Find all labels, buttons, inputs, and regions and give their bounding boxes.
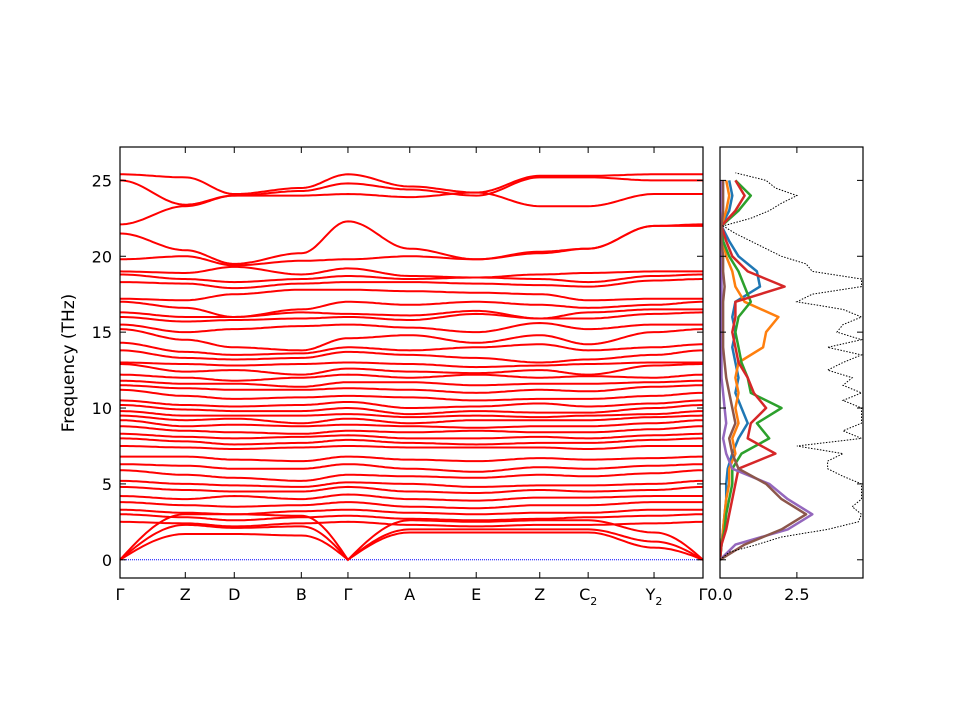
partial-dos-2 xyxy=(720,179,783,560)
dos-plot-frame xyxy=(719,146,864,579)
x-tick-label: Y2 xyxy=(645,585,663,608)
phonon-band-11 xyxy=(120,311,703,323)
partial-dos-4 xyxy=(720,180,814,561)
x-tick-label: B xyxy=(296,585,307,604)
x-tick-label: E xyxy=(471,585,481,604)
phonon-band-21 xyxy=(119,388,703,402)
phonon-band-25 xyxy=(120,414,703,425)
band-plot-frame xyxy=(119,146,704,579)
phonon-band-16 xyxy=(120,361,703,369)
phonon-band-43 xyxy=(119,531,704,562)
phonon-band-39 xyxy=(120,513,703,522)
x-tick-label: C2 xyxy=(579,585,597,608)
phonon-band-13 xyxy=(119,328,703,352)
phonon-band-23 xyxy=(120,404,703,416)
dos-plot: 0.0 2.5 xyxy=(707,146,864,604)
dos-curves xyxy=(720,172,863,561)
phonon-band-19 xyxy=(120,379,703,388)
phonon-band-35 xyxy=(119,485,704,494)
dos-x-tick-label: 2.5 xyxy=(784,585,809,604)
x-tick-label: Γ xyxy=(116,585,125,604)
phonon-band-37 xyxy=(120,501,703,510)
phonon-band-40 xyxy=(119,520,704,528)
x-tick-label: Γ xyxy=(343,585,352,604)
x-tick-label: A xyxy=(404,585,415,604)
y-tick-label: 20 xyxy=(92,247,112,266)
y-tick-label: 25 xyxy=(92,171,112,190)
phonon-band-42 xyxy=(119,523,704,562)
y-axis-label: Frequency (THz) xyxy=(59,294,79,433)
dos-x-tick-label: 0.0 xyxy=(707,585,732,604)
phonon-band-17 xyxy=(119,363,703,376)
y-tick-label: 15 xyxy=(92,323,112,342)
band-structure-plot: 0 5 10 15 20 25 Γ Z D B Γ A E Z C2 Y2 Γ xyxy=(92,146,708,608)
phonon-band-15 xyxy=(120,349,703,364)
phonon-band-29 xyxy=(120,437,703,446)
phonon-band-12 xyxy=(120,321,703,334)
phonon-band-14 xyxy=(120,341,703,356)
phonon-band-18 xyxy=(119,373,704,382)
x-tick-label: D xyxy=(228,585,240,604)
x-tick-label: Z xyxy=(534,585,545,604)
phonon-band-24 xyxy=(120,410,703,419)
phonon-band-3 xyxy=(119,220,703,265)
phonon-band-32 xyxy=(120,463,703,473)
partial-dos-5 xyxy=(720,180,808,561)
phonon-band-33 xyxy=(120,469,703,482)
y-tick-label: 5 xyxy=(102,475,112,494)
phonon-band-27 xyxy=(119,425,704,435)
phonon-band-4 xyxy=(120,224,703,267)
phonon-band-20 xyxy=(120,384,703,394)
y-tick-label: 10 xyxy=(92,399,112,418)
phonon-band-22 xyxy=(119,399,704,409)
phonon-band-6 xyxy=(120,273,703,284)
x-tick-label: Γ xyxy=(699,585,708,604)
x-tick-label: Z xyxy=(180,585,191,604)
phonon-band-7 xyxy=(120,278,703,290)
phonon-band-0 xyxy=(120,173,703,195)
phonon-band-8 xyxy=(120,288,703,302)
phonon-band-2 xyxy=(119,191,703,226)
phonon-band-9 xyxy=(120,300,703,319)
phonon-band-26 xyxy=(120,419,703,429)
y-tick-label: 0 xyxy=(102,551,112,570)
phonon-band-41 xyxy=(119,513,704,562)
phonon-band-36 xyxy=(119,493,703,502)
total-dos xyxy=(720,172,863,561)
phonon-band-30 xyxy=(120,445,703,450)
phonon-band-34 xyxy=(120,479,703,488)
partial-dos-3 xyxy=(720,179,786,560)
phonon-band-28 xyxy=(120,432,703,440)
phonon-band-10 xyxy=(120,308,703,320)
phonon-band-31 xyxy=(120,455,703,463)
phonon-band-5 xyxy=(119,265,703,279)
